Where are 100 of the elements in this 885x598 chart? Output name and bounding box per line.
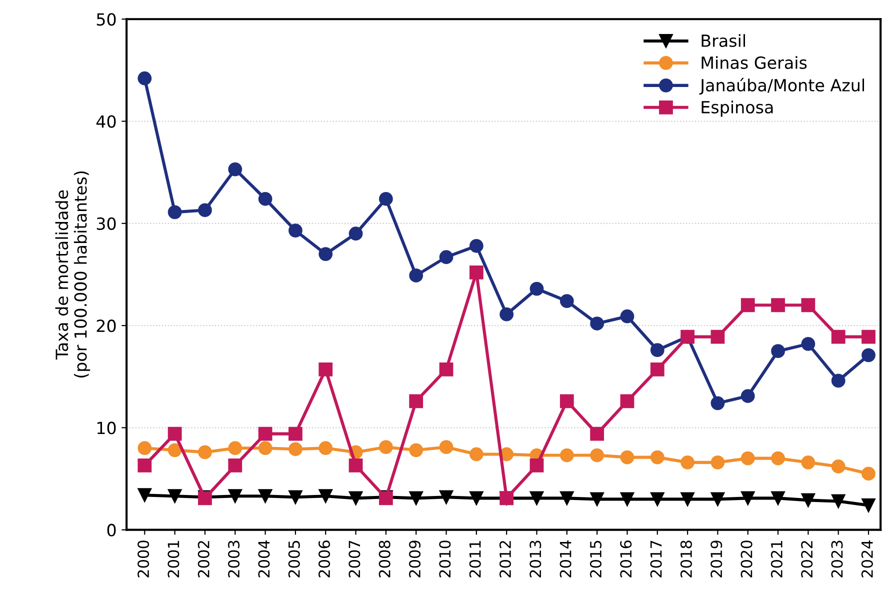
- point: [710, 455, 725, 470]
- point: [168, 205, 182, 220]
- x-tick-label: 2014: [560, 540, 572, 578]
- point: [228, 162, 242, 176]
- point: [439, 362, 454, 376]
- point: [138, 441, 152, 456]
- point: [348, 491, 363, 506]
- x-tick-label: 2001: [168, 540, 180, 578]
- point: [318, 441, 333, 456]
- point: [560, 294, 574, 308]
- point: [258, 489, 272, 504]
- x-tick-label: 2008: [378, 540, 390, 578]
- point: [439, 490, 454, 504]
- y-tick-label: 0: [107, 524, 116, 536]
- x-tick-label: 2023: [831, 540, 843, 578]
- point: [168, 426, 182, 441]
- point: [138, 71, 152, 86]
- y-tick-label: 20: [96, 320, 116, 332]
- point: [288, 426, 302, 441]
- y-axis-title: Taxa de mortalidade (por 100.000 habitantes): [55, 171, 90, 378]
- x-tick-label: 2019: [710, 540, 722, 578]
- point: [862, 498, 876, 512]
- point: [740, 389, 755, 403]
- point: [590, 316, 604, 330]
- x-tick-label: 2007: [348, 540, 360, 578]
- point: [168, 489, 182, 504]
- point: [862, 466, 876, 481]
- point: [740, 491, 755, 506]
- point: [198, 445, 212, 460]
- point: [439, 250, 454, 264]
- x-tick-label: 2009: [408, 540, 421, 578]
- x-tick-label: 2011: [469, 540, 481, 578]
- x-tick-label: 2020: [740, 540, 752, 578]
- x-tick-label: 2002: [198, 541, 210, 578]
- point: [710, 396, 725, 410]
- x-tick-label: 2012: [499, 541, 512, 578]
- point: [469, 491, 484, 506]
- point: [409, 394, 424, 408]
- point: [801, 336, 816, 351]
- point: [680, 492, 694, 506]
- point: [831, 374, 846, 388]
- point: [439, 440, 454, 454]
- point: [620, 394, 634, 408]
- point: [530, 282, 544, 296]
- point: [138, 488, 152, 502]
- point: [530, 458, 544, 472]
- point: [740, 298, 755, 312]
- point: [620, 492, 634, 506]
- point: [198, 203, 212, 218]
- y-tick-label: 30: [96, 217, 116, 230]
- point: [771, 491, 785, 506]
- point: [710, 330, 725, 344]
- point: [318, 362, 333, 376]
- point: [348, 226, 363, 241]
- legend-label: Janaúba/Monte Azul: [699, 78, 864, 95]
- point: [862, 348, 876, 362]
- point: [710, 492, 725, 506]
- point: [560, 491, 574, 506]
- point: [831, 460, 846, 474]
- x-tick-label: 2018: [680, 540, 692, 578]
- point: [318, 489, 333, 504]
- point: [771, 344, 785, 358]
- point: [258, 441, 272, 456]
- point: [740, 451, 755, 466]
- point: [590, 492, 604, 506]
- point: [409, 443, 424, 458]
- point: [378, 192, 393, 206]
- point: [620, 309, 634, 324]
- point: [288, 224, 302, 238]
- point: [228, 441, 242, 456]
- point: [801, 455, 816, 470]
- point: [288, 442, 302, 456]
- y-tick-label: 40: [96, 115, 116, 128]
- point: [500, 307, 514, 322]
- point: [771, 451, 785, 466]
- legend-label: Brasil: [702, 34, 746, 48]
- point: [560, 394, 574, 408]
- point: [469, 265, 484, 280]
- point: [650, 362, 664, 376]
- x-tick-label: 2003: [228, 540, 240, 578]
- point: [801, 298, 816, 312]
- point: [862, 330, 876, 344]
- point: [469, 238, 484, 253]
- point: [771, 298, 785, 312]
- x-tick-label: 2005: [288, 540, 300, 578]
- point: [409, 268, 424, 282]
- point: [469, 447, 484, 462]
- point: [409, 491, 424, 506]
- y-tick-label: 10: [97, 422, 116, 434]
- x-tick-label: 2004: [258, 540, 270, 578]
- point: [378, 440, 393, 454]
- y-tick-label: 50: [96, 13, 116, 26]
- point: [530, 491, 544, 506]
- point: [650, 492, 664, 506]
- point: [348, 458, 363, 472]
- point: [560, 448, 574, 462]
- point: [650, 343, 664, 358]
- point: [258, 192, 272, 206]
- x-tick-label: 2017: [650, 540, 662, 578]
- point: [620, 450, 634, 464]
